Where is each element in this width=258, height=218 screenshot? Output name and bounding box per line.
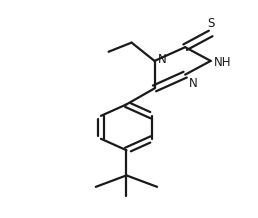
Text: S: S: [207, 17, 214, 30]
Text: N: N: [158, 53, 166, 66]
Text: NH: NH: [214, 56, 231, 69]
Text: N: N: [188, 77, 197, 90]
